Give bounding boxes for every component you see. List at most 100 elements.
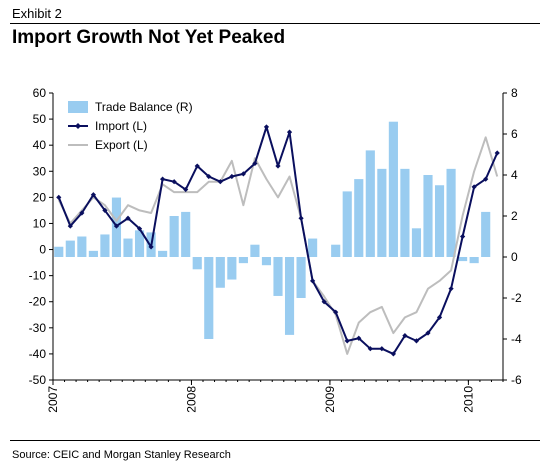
left-tick-label: 20 <box>33 190 47 204</box>
legend-import-marker <box>75 123 81 129</box>
trade-balance-bar <box>423 175 433 257</box>
left-tick-label: 30 <box>33 164 47 178</box>
import-point <box>217 179 223 185</box>
right-tick-label: -4 <box>511 332 522 346</box>
import-point <box>275 163 281 169</box>
import-point <box>252 160 258 167</box>
trade-balance-bar <box>77 236 87 257</box>
trade-balance-bar <box>192 257 202 270</box>
left-tick-label: -20 <box>29 295 47 309</box>
import-point <box>102 207 108 214</box>
legend-entry: Trade Balance (R) <box>95 100 193 114</box>
trade-balance-bar <box>411 228 422 257</box>
trade-balance-bar <box>238 257 248 264</box>
trade-balance-bar <box>123 238 133 257</box>
right-tick-label: 8 <box>511 86 518 100</box>
chart-title: Import Growth Not Yet Peaked <box>12 27 286 48</box>
exhibit-label: Exhibit 2 <box>12 6 62 21</box>
import-point <box>494 150 500 156</box>
trade-balance-bar <box>354 179 364 257</box>
import-point <box>183 186 189 193</box>
import-point <box>194 163 200 169</box>
trade-balance-bar <box>169 216 179 257</box>
left-tick-label: 0 <box>39 243 46 257</box>
import-point <box>67 223 73 229</box>
import-point <box>310 278 316 284</box>
import-point <box>425 330 431 336</box>
left-tick-label: -40 <box>29 347 47 361</box>
trade-balance-bar <box>181 211 191 257</box>
import-point <box>436 314 443 320</box>
right-tick-label: 4 <box>511 168 518 182</box>
export-line <box>57 136 499 355</box>
import-point <box>229 173 235 180</box>
legend-entry: Export (L) <box>95 138 148 152</box>
import-point <box>263 124 270 130</box>
import-point <box>402 333 408 339</box>
trade-balance-bar <box>331 244 341 257</box>
chart-axes: 6050403020100-10-20-30-40-5086420-2-4-62… <box>29 86 522 413</box>
trade-balance-bars <box>54 121 491 339</box>
trade-balance-bar <box>273 257 283 296</box>
import-point <box>90 192 96 198</box>
header-rule <box>10 23 540 24</box>
trade-balance-bar <box>65 240 75 257</box>
left-tick-label: 10 <box>33 216 47 230</box>
trade-balance-bar <box>458 257 468 262</box>
import-point <box>113 223 120 229</box>
right-tick-label: -2 <box>511 291 522 305</box>
trade-balance-bar <box>88 250 98 257</box>
import-point <box>56 194 62 200</box>
import-point <box>160 176 166 182</box>
import-point <box>367 346 373 352</box>
import-point <box>448 286 454 292</box>
left-tick-label: -50 <box>29 373 47 387</box>
import-point <box>148 244 154 250</box>
left-tick-label: 40 <box>33 138 47 152</box>
right-tick-label: 0 <box>511 250 518 264</box>
trade-balance-bar <box>400 168 410 257</box>
trade-balance-bar <box>308 238 318 257</box>
trade-balance-bar <box>261 257 272 266</box>
series-lines <box>56 124 500 357</box>
left-tick-label: -30 <box>29 321 47 335</box>
legend-entry: Import (L) <box>95 119 147 133</box>
import-point <box>321 299 327 305</box>
left-tick-label: 60 <box>33 86 47 100</box>
import-point <box>79 210 85 216</box>
right-tick-label: 6 <box>511 127 518 141</box>
trade-balance-bar <box>158 250 168 257</box>
trade-balance-bar <box>388 121 398 257</box>
trade-balance-bar <box>100 234 110 257</box>
right-tick-label: -6 <box>511 373 522 387</box>
trade-balance-bar <box>446 168 456 257</box>
import-point <box>206 173 212 180</box>
import-point <box>136 226 143 232</box>
import-point <box>390 351 396 357</box>
import-point <box>125 215 131 221</box>
import-point <box>298 215 304 221</box>
import-point <box>333 309 339 315</box>
trade-balance-bar <box>284 257 295 335</box>
import-point <box>460 233 466 240</box>
import-point <box>356 335 362 341</box>
import-point <box>344 338 350 344</box>
right-tick-label: 2 <box>511 209 518 223</box>
import-point <box>286 129 293 135</box>
trade-balance-bar <box>54 246 64 257</box>
left-tick-label: 50 <box>33 112 47 126</box>
import-point <box>379 346 385 352</box>
import-point <box>471 184 477 190</box>
x-tick-label: 2007 <box>46 386 60 413</box>
source-note: Source: CEIC and Morgan Stanley Research <box>12 449 231 461</box>
x-tick-label: 2010 <box>461 386 475 413</box>
left-tick-label: -10 <box>29 269 47 283</box>
trade-balance-bar <box>215 257 225 288</box>
import-point <box>171 179 177 185</box>
trade-balance-bar <box>227 257 237 280</box>
x-tick-label: 2009 <box>323 386 337 413</box>
import-point <box>413 338 420 344</box>
import-point <box>483 176 489 182</box>
legend-trade-swatch <box>68 101 88 113</box>
